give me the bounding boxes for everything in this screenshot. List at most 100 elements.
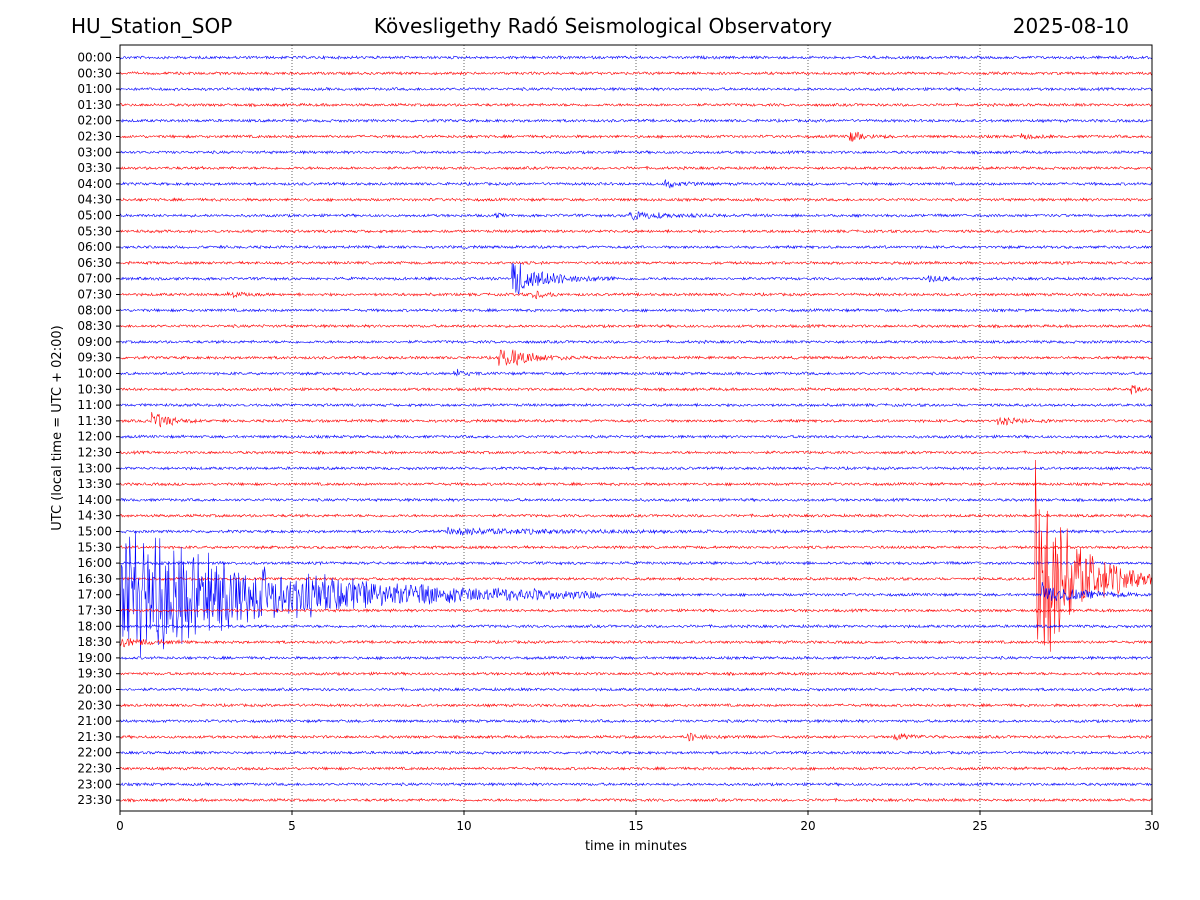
x-tick-label: 15 [628,819,643,833]
row-label-0700: 07:00 [77,272,112,286]
trace-0730 [120,290,1152,300]
x-tick-label: 10 [456,819,471,833]
trace-1100 [120,402,1152,408]
row-label-1230: 12:30 [77,446,112,460]
row-label-1100: 11:00 [77,398,112,412]
trace-0430 [120,197,1152,203]
trace-1130 [120,412,1152,428]
row-label-1130: 11:30 [77,414,112,428]
trace-1730 [120,607,1152,614]
x-axis-label: time in minutes [585,839,687,854]
trace-1830 [120,638,1152,648]
row-label-2000: 20:00 [77,683,112,697]
trace-1530 [120,544,1152,550]
trace-1000 [120,368,1152,377]
row-label-0600: 06:00 [77,240,112,254]
x-tick-labels: 0 5 10 15 20 25 30 [116,811,1160,833]
trace-1630 [120,459,1152,652]
trace-0330 [120,165,1152,171]
trace-0530 [120,228,1152,234]
row-label-0130: 01:30 [77,98,112,112]
row-label-0330: 03:30 [77,161,112,175]
trace-1300 [120,465,1152,471]
trace-1400 [120,497,1152,503]
row-label-0430: 04:30 [77,193,112,207]
trace-1900 [120,655,1152,661]
trace-0700 [120,263,1152,295]
trace-1030 [120,385,1152,395]
x-tick-label: 20 [800,819,815,833]
trace-1430 [120,513,1152,519]
row-label-2130: 21:30 [77,730,112,744]
row-label-2100: 21:00 [77,714,112,728]
row-label-2200: 22:00 [77,746,112,760]
row-label-1400: 14:00 [77,493,112,507]
trace-0300 [120,149,1152,155]
trace-2330 [120,797,1152,803]
trace-0600 [120,244,1152,250]
row-label-1430: 14:30 [77,509,112,523]
trace-0500 [120,211,1152,221]
row-label-1930: 19:30 [77,667,112,681]
trace-0130 [120,102,1152,108]
trace-2200 [120,750,1152,756]
row-label-1030: 10:30 [77,382,112,396]
row-label-0530: 05:30 [77,224,112,238]
trace-0930 [120,349,1152,366]
trace-0800 [120,307,1152,313]
trace-1930 [120,671,1152,677]
row-label-1630: 16:30 [77,572,112,586]
x-tick-label: 30 [1144,819,1159,833]
row-label-2030: 20:30 [77,698,112,712]
trace-1700 [120,531,1152,659]
trace-2030 [120,702,1152,708]
trace-2130 [120,732,1152,742]
row-label-1800: 18:00 [77,619,112,633]
row-label-1000: 10:00 [77,367,112,381]
row-label-1900: 19:00 [77,651,112,665]
row-label-0630: 06:30 [77,256,112,270]
trace-2230 [120,765,1152,771]
trace-0830 [120,323,1152,329]
seismogram-traces [120,54,1152,803]
row-label-0830: 08:30 [77,319,112,333]
row-label-1300: 13:00 [77,461,112,475]
row-label-0900: 09:00 [77,335,112,349]
row-label-1330: 13:30 [77,477,112,491]
chart-date: 2025-08-10 [1012,14,1129,38]
row-label-1200: 12:00 [77,430,112,444]
trace-1600 [120,560,1152,566]
trace-1500 [120,526,1152,537]
row-label-0030: 00:30 [77,66,112,80]
trace-2100 [120,718,1152,724]
row-label-2300: 23:00 [77,777,112,791]
grid-lines [291,45,981,811]
row-label-0500: 05:00 [77,209,112,223]
row-label-0200: 02:00 [77,114,112,128]
row-label-0300: 03:00 [77,145,112,159]
trace-2000 [120,686,1152,692]
trace-0900 [120,339,1152,345]
row-label-0730: 07:30 [77,288,112,302]
x-tick-label: 25 [972,819,987,833]
trace-2300 [120,781,1152,787]
row-label-1530: 15:30 [77,540,112,554]
x-tick-label: 0 [116,819,124,833]
row-label-2230: 22:30 [77,762,112,776]
row-label-2330: 23:30 [77,793,112,807]
trace-0100 [120,86,1152,92]
chart-title: Kövesligethy Radó Seismological Observat… [373,14,833,38]
trace-0200 [120,118,1152,124]
y-axis-label: UTC (local time = UTC + 02:00) [50,325,65,530]
trace-1330 [120,481,1152,487]
row-label-0000: 00:00 [77,51,112,65]
trace-0030 [120,70,1152,76]
trace-0630 [120,260,1152,266]
row-label-1830: 18:30 [77,635,112,649]
row-label-0100: 01:00 [77,82,112,96]
row-label-1600: 16:00 [77,556,112,570]
trace-0000 [120,54,1152,61]
row-label-0230: 02:30 [77,130,112,144]
